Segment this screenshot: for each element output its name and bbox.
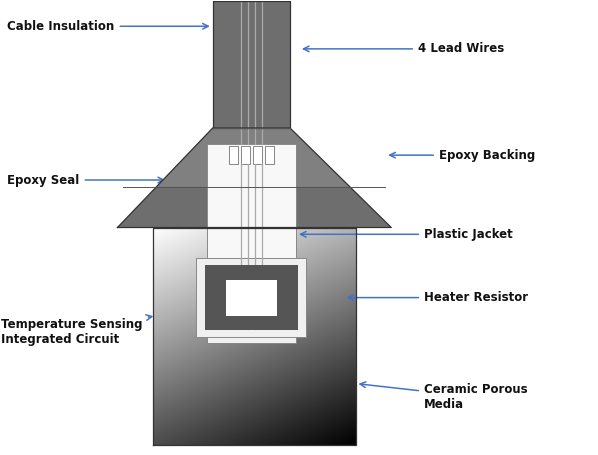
Polygon shape (157, 128, 350, 187)
Polygon shape (205, 265, 298, 330)
Text: Ceramic Porous
Media: Ceramic Porous Media (360, 382, 527, 411)
Bar (229, 146, 238, 164)
Polygon shape (117, 128, 391, 228)
Polygon shape (196, 258, 306, 337)
Text: Epoxy Seal: Epoxy Seal (7, 173, 164, 187)
Polygon shape (226, 279, 277, 316)
Polygon shape (207, 327, 296, 343)
Text: Temperature Sensing
Integrated Circuit: Temperature Sensing Integrated Circuit (1, 315, 152, 345)
Text: Heater Resistor: Heater Resistor (348, 291, 528, 304)
Bar (253, 146, 262, 164)
Bar (265, 146, 274, 164)
Text: Plastic Jacket: Plastic Jacket (301, 228, 512, 241)
Bar (241, 146, 250, 164)
Text: 4 Lead Wires: 4 Lead Wires (304, 42, 504, 56)
Polygon shape (213, 1, 290, 128)
Text: Cable Insulation: Cable Insulation (7, 20, 208, 33)
Text: Epoxy Backing: Epoxy Backing (390, 149, 535, 162)
Polygon shape (228, 265, 275, 329)
Polygon shape (207, 144, 296, 329)
